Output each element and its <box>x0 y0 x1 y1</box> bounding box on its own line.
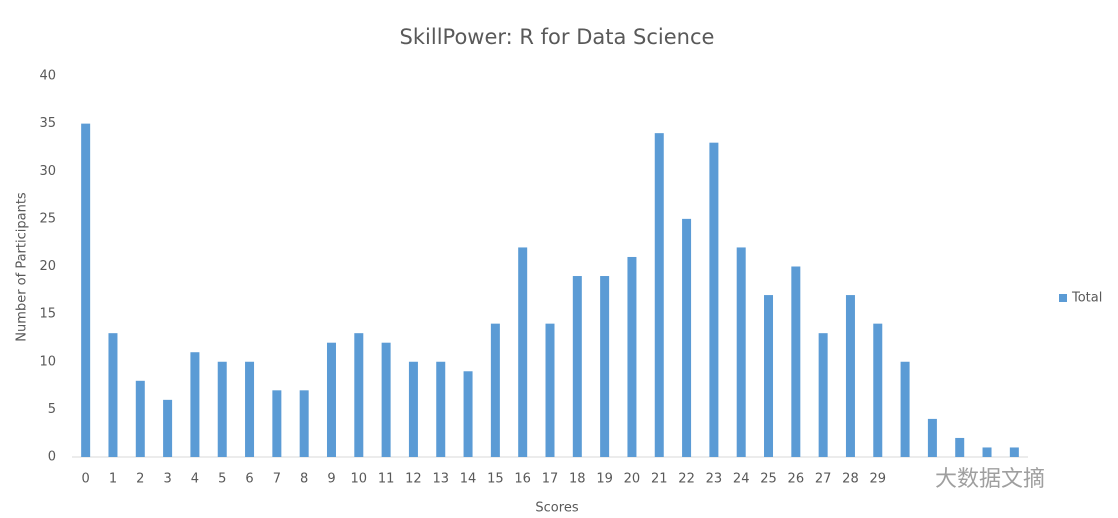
y-tick-label: 35 <box>39 116 56 131</box>
bar <box>900 361 910 457</box>
x-tick-label: 16 <box>514 472 531 487</box>
x-tick-label: 27 <box>815 472 832 487</box>
x-tick-label: 4 <box>191 472 199 487</box>
x-tick-label: 29 <box>869 472 886 487</box>
x-tick-label: 13 <box>432 472 449 487</box>
legend-swatch <box>1059 294 1067 302</box>
bar <box>1009 447 1019 457</box>
bar <box>982 447 992 457</box>
y-tick-label: 30 <box>39 164 56 179</box>
bar <box>873 323 883 457</box>
x-tick-label: 21 <box>651 472 668 487</box>
x-tick-label: 22 <box>678 472 695 487</box>
y-tick-label: 10 <box>39 354 56 369</box>
bar <box>135 380 145 457</box>
x-tick-label: 7 <box>273 472 281 487</box>
bar <box>490 323 500 457</box>
bar <box>463 371 473 457</box>
bar <box>354 333 364 457</box>
y-tick-label: 15 <box>39 307 56 322</box>
x-tick-label: 10 <box>351 472 368 487</box>
chart-title: SkillPower: R for Data Science <box>400 25 715 49</box>
x-tick-label: 15 <box>487 472 504 487</box>
watermark: 大数据文摘 <box>935 467 1045 492</box>
legend-label: Total <box>1071 291 1102 306</box>
x-tick-label: 23 <box>706 472 723 487</box>
bar <box>736 247 746 457</box>
bar <box>791 266 801 457</box>
x-tick-label: 9 <box>327 472 335 487</box>
bar <box>682 218 692 457</box>
bar <box>272 390 282 457</box>
x-tick-label: 5 <box>218 472 226 487</box>
x-tick-label: 8 <box>300 472 308 487</box>
x-tick-label: 17 <box>542 472 559 487</box>
bar <box>408 361 418 457</box>
bar <box>654 133 664 457</box>
x-tick-label: 2 <box>136 472 144 487</box>
bar <box>572 276 582 457</box>
bar <box>190 352 200 457</box>
bar <box>299 390 309 457</box>
bar <box>217 361 227 457</box>
y-tick-label: 40 <box>39 69 56 84</box>
bar <box>927 418 937 457</box>
bar <box>518 247 528 457</box>
bar <box>326 342 336 457</box>
bar <box>81 123 91 457</box>
x-tick-label: 0 <box>82 472 90 487</box>
y-tick-label: 0 <box>48 450 56 465</box>
x-tick-label: 11 <box>378 472 395 487</box>
bar <box>627 256 637 457</box>
x-tick-label: 6 <box>245 472 253 487</box>
x-tick-label: 3 <box>163 472 171 487</box>
bar <box>163 399 173 457</box>
x-tick-label: 26 <box>788 472 805 487</box>
bar <box>845 295 855 457</box>
bar <box>709 142 719 458</box>
x-tick-label: 14 <box>460 472 477 487</box>
x-tick-label: 1 <box>109 472 117 487</box>
y-tick-label: 5 <box>48 402 56 417</box>
y-tick-label: 25 <box>39 211 56 226</box>
x-tick-label: 19 <box>596 472 613 487</box>
x-tick-label: 18 <box>569 472 586 487</box>
bar <box>600 276 610 457</box>
x-tick-label: 20 <box>624 472 641 487</box>
bar <box>245 361 255 457</box>
bar <box>108 333 118 457</box>
y-tick-label: 20 <box>39 259 56 274</box>
bar <box>764 295 774 457</box>
bar <box>818 333 828 457</box>
y-axis-label: Number of Participants <box>15 192 30 342</box>
bar <box>436 361 446 457</box>
x-axis-label: Scores <box>535 501 578 516</box>
x-tick-label: 25 <box>760 472 777 487</box>
x-tick-label: 12 <box>405 472 422 487</box>
x-tick-label: 24 <box>733 472 750 487</box>
bar <box>381 342 391 457</box>
bar <box>545 323 555 457</box>
x-tick-label: 28 <box>842 472 859 487</box>
bar <box>955 437 965 457</box>
